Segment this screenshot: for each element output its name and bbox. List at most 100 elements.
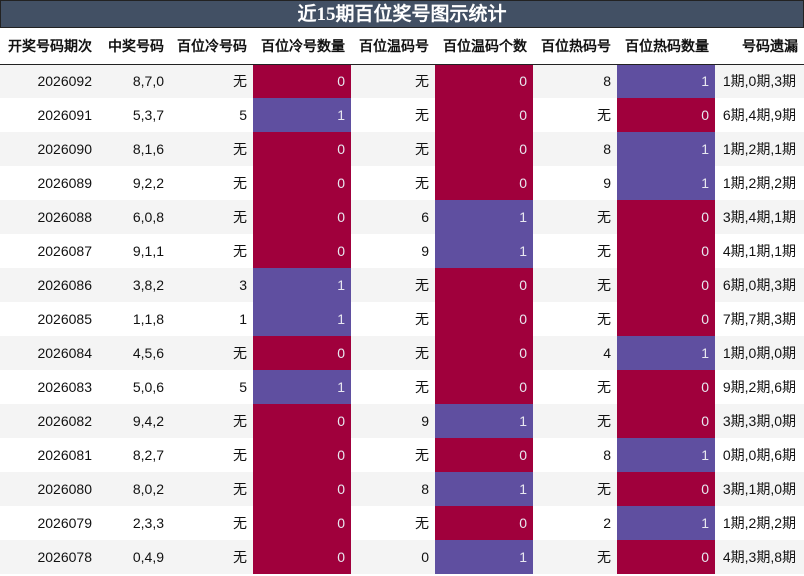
cell-omission: 3期,3期,0期	[715, 404, 804, 438]
stats-table: 开奖号码期次 中奖号码 百位冷号码 百位冷号数量 百位温码号 百位温码个数 百位热码号 百位热…	[0, 28, 804, 574]
table-row: 2026083 5,0,6 5 1 无 0 无 0 9期,2期,6期	[0, 370, 804, 404]
cell-issue: 2026078	[0, 540, 98, 574]
cell-winning-number: 9,1,1	[98, 234, 170, 268]
cell-warm-count: 0	[435, 268, 533, 302]
table-row: 2026085 1,1,8 1 1 无 0 无 0 7期,7期,3期	[0, 302, 804, 336]
cell-warm-count: 0	[435, 302, 533, 336]
cell-hot-count: 0	[617, 234, 715, 268]
cell-issue: 2026090	[0, 132, 98, 166]
cell-omission: 4期,1期,1期	[715, 234, 804, 268]
cell-winning-number: 6,0,8	[98, 200, 170, 234]
table-row: 2026091 5,3,7 5 1 无 0 无 0 6期,4期,9期	[0, 98, 804, 132]
cell-cold-number: 无	[170, 64, 253, 98]
cell-issue: 2026080	[0, 472, 98, 506]
cell-hot-count: 1	[617, 64, 715, 98]
cell-warm-count: 0	[435, 370, 533, 404]
table-row: 2026080 8,0,2 无 0 8 1 无 0 3期,1期,0期	[0, 472, 804, 506]
cell-cold-number: 1	[170, 302, 253, 336]
cell-warm-count: 0	[435, 64, 533, 98]
cell-warm-number: 无	[351, 132, 435, 166]
cell-omission: 1期,2期,2期	[715, 166, 804, 200]
cell-issue: 2026081	[0, 438, 98, 472]
cell-cold-number: 5	[170, 370, 253, 404]
cell-issue: 2026087	[0, 234, 98, 268]
cell-cold-number: 无	[170, 234, 253, 268]
cell-hot-number: 9	[533, 166, 617, 200]
cell-hot-number: 无	[533, 234, 617, 268]
cell-cold-count: 0	[253, 540, 351, 574]
cell-hot-number: 无	[533, 98, 617, 132]
cell-issue: 2026085	[0, 302, 98, 336]
table-row: 2026082 9,4,2 无 0 9 1 无 0 3期,3期,0期	[0, 404, 804, 438]
cell-warm-count: 0	[435, 438, 533, 472]
cell-omission: 1期,0期,0期	[715, 336, 804, 370]
header-cold-count: 百位冷号数量	[253, 28, 351, 65]
cell-omission: 1期,0期,3期	[715, 64, 804, 98]
cell-warm-count: 1	[435, 234, 533, 268]
table-row: 2026090 8,1,6 无 0 无 0 8 1 1期,2期,1期	[0, 132, 804, 166]
table-body: 2026092 8,7,0 无 0 无 0 8 1 1期,0期,3期 2026091 5,3,7 5 1…	[0, 64, 804, 574]
cell-issue: 2026092	[0, 64, 98, 98]
header-issue: 开奖号码期次	[0, 28, 98, 65]
cell-issue: 2026083	[0, 370, 98, 404]
cell-hot-number: 无	[533, 302, 617, 336]
cell-hot-number: 无	[533, 472, 617, 506]
cell-hot-count: 0	[617, 200, 715, 234]
cell-warm-number: 无	[351, 336, 435, 370]
cell-hot-number: 8	[533, 64, 617, 98]
cell-winning-number: 8,1,6	[98, 132, 170, 166]
table-row: 2026078 0,4,9 无 0 0 1 无 0 4期,3期,8期	[0, 540, 804, 574]
cell-cold-number: 无	[170, 336, 253, 370]
cell-hot-count: 1	[617, 506, 715, 540]
cell-warm-number: 无	[351, 64, 435, 98]
cell-warm-count: 0	[435, 336, 533, 370]
cell-hot-count: 0	[617, 370, 715, 404]
header-warm-number: 百位温码号	[351, 28, 435, 65]
cell-cold-count: 1	[253, 268, 351, 302]
cell-cold-count: 0	[253, 200, 351, 234]
table-row: 2026087 9,1,1 无 0 9 1 无 0 4期,1期,1期	[0, 234, 804, 268]
cell-hot-count: 1	[617, 132, 715, 166]
cell-warm-number: 无	[351, 370, 435, 404]
header-hot-number: 百位热码号	[533, 28, 617, 65]
cell-hot-number: 无	[533, 268, 617, 302]
table-row: 2026092 8,7,0 无 0 无 0 8 1 1期,0期,3期	[0, 64, 804, 98]
cell-hot-count: 1	[617, 336, 715, 370]
table-row: 2026079 2,3,3 无 0 无 0 2 1 1期,2期,2期	[0, 506, 804, 540]
cell-cold-count: 0	[253, 506, 351, 540]
header-cold-number: 百位冷号码	[170, 28, 253, 65]
cell-warm-number: 9	[351, 234, 435, 268]
cell-hot-number: 2	[533, 506, 617, 540]
cell-winning-number: 1,1,8	[98, 302, 170, 336]
table-header: 开奖号码期次 中奖号码 百位冷号码 百位冷号数量 百位温码号 百位温码个数 百位热码号 百位热…	[0, 28, 804, 65]
cell-cold-number: 无	[170, 438, 253, 472]
cell-warm-number: 6	[351, 200, 435, 234]
cell-cold-count: 0	[253, 234, 351, 268]
cell-omission: 3期,4期,1期	[715, 200, 804, 234]
cell-hot-number: 无	[533, 404, 617, 438]
table-row: 2026089 9,2,2 无 0 无 0 9 1 1期,2期,2期	[0, 166, 804, 200]
cell-hot-number: 无	[533, 540, 617, 574]
cell-cold-number: 5	[170, 98, 253, 132]
cell-winning-number: 8,7,0	[98, 64, 170, 98]
cell-hot-number: 4	[533, 336, 617, 370]
cell-warm-count: 1	[435, 472, 533, 506]
cell-issue: 2026084	[0, 336, 98, 370]
cell-winning-number: 8,0,2	[98, 472, 170, 506]
cell-warm-number: 无	[351, 98, 435, 132]
cell-warm-count: 1	[435, 540, 533, 574]
header-warm-count: 百位温码个数	[435, 28, 533, 65]
cell-omission: 7期,7期,3期	[715, 302, 804, 336]
table-row: 2026086 3,8,2 3 1 无 0 无 0 6期,0期,3期	[0, 268, 804, 302]
cell-warm-number: 无	[351, 166, 435, 200]
cell-issue: 2026079	[0, 506, 98, 540]
cell-cold-number: 无	[170, 132, 253, 166]
cell-cold-number: 无	[170, 166, 253, 200]
cell-cold-count: 0	[253, 438, 351, 472]
cell-hot-count: 0	[617, 268, 715, 302]
cell-issue: 2026091	[0, 98, 98, 132]
cell-winning-number: 0,4,9	[98, 540, 170, 574]
cell-hot-count: 0	[617, 540, 715, 574]
cell-hot-count: 1	[617, 166, 715, 200]
cell-warm-count: 1	[435, 200, 533, 234]
